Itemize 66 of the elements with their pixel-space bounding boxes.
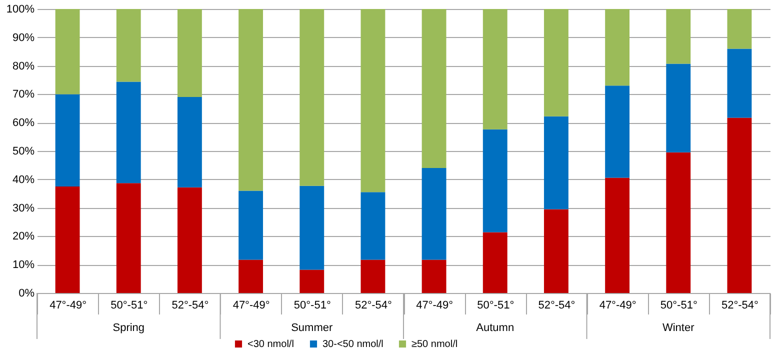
text: Winter [662, 322, 695, 334]
x-tick-label: 50°-51° [477, 300, 514, 312]
bar [544, 209, 568, 293]
x-tick-label: 50°-51° [294, 300, 331, 312]
bar [55, 9, 80, 94]
legend-label: ≥50 nmol/l [412, 339, 458, 350]
bar [238, 9, 264, 191]
legend-label: <30 nmol/l [248, 339, 294, 350]
bar [55, 94, 80, 186]
bar [116, 9, 141, 82]
bar [177, 187, 202, 293]
y-tick-label: 10% [12, 259, 35, 272]
x-tick-label: 52°-54° [172, 300, 209, 312]
bar [605, 86, 630, 178]
bar [605, 9, 630, 86]
legend-label: 30-<50 nmol/l [322, 339, 384, 350]
bar [482, 129, 508, 232]
bar [238, 260, 264, 293]
y-tick-label: 80% [12, 60, 35, 72]
bar [544, 9, 568, 116]
x-tick-label: 52°-54° [721, 300, 758, 312]
bar [422, 9, 446, 168]
x-tick-label: 47°-49° [599, 300, 636, 312]
y-tick-label: 20% [12, 230, 35, 243]
bar [360, 260, 386, 293]
x-tick-label: 52°-54° [538, 300, 576, 312]
bar [422, 260, 446, 293]
y-tick-label: 60% [12, 117, 35, 130]
bar [727, 9, 752, 49]
bar [116, 82, 141, 184]
y-tick-label: 100% [6, 4, 35, 16]
bar [238, 190, 264, 260]
bar [727, 48, 752, 118]
bar [666, 152, 691, 293]
x-tick-label: 47°-49° [50, 300, 87, 312]
y-tick-label: 40% [12, 174, 35, 186]
bar [666, 9, 691, 64]
y-tick-label: 30% [12, 202, 35, 214]
bar [300, 186, 324, 270]
bar [544, 116, 568, 210]
bar [482, 232, 508, 293]
bar [116, 183, 141, 293]
bar [55, 186, 80, 293]
y-tick-label: 70% [12, 88, 35, 101]
text: Autumn [476, 322, 514, 334]
bar [177, 97, 202, 188]
text: Summer [291, 322, 333, 334]
bar [177, 9, 202, 98]
bar [360, 192, 386, 260]
bar [300, 270, 324, 293]
x-tick-label: 50°-51° [110, 300, 148, 312]
x-tick-label: 47°-49° [416, 300, 454, 312]
y-tick-label: 0% [18, 288, 35, 300]
x-tick-label: 47°-49° [232, 300, 270, 312]
y-tick-label: 90% [12, 32, 35, 44]
x-tick-label: 50°-51° [660, 300, 698, 312]
bar [300, 9, 324, 186]
text: Spring [112, 322, 145, 334]
bar [605, 178, 630, 293]
bar [422, 168, 446, 260]
bar [360, 9, 386, 192]
bar [666, 64, 691, 152]
y-tick-label: 50% [12, 146, 35, 158]
bar [482, 9, 508, 130]
x-tick-label: 52°-54° [354, 300, 392, 312]
bar [727, 118, 752, 293]
